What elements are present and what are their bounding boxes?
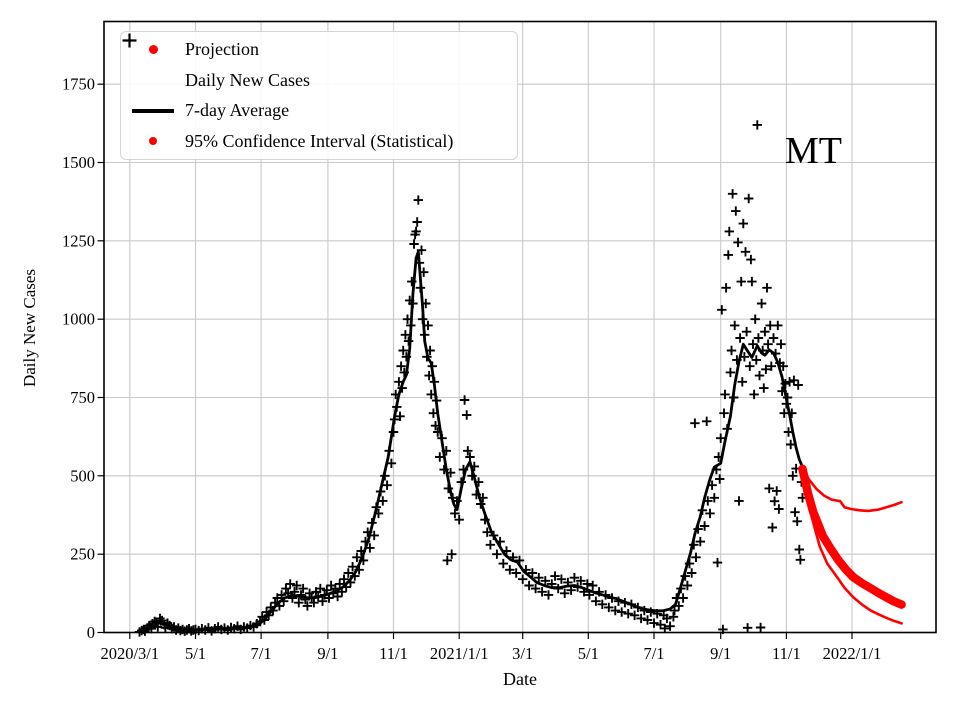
legend-label: 95% Confidence Interval (Statistical) xyxy=(185,130,454,151)
x-tick-label: 5/1 xyxy=(578,644,599,663)
series-95-ci-upper xyxy=(801,466,903,513)
legend-item-daily-new-cases: Daily New Cases xyxy=(121,33,517,95)
series-daily-new-cases xyxy=(134,120,808,637)
series-95-ci-lower xyxy=(801,468,903,625)
x-tick-label: 2021/1/1 xyxy=(430,644,489,663)
series-7-day-average xyxy=(141,250,804,633)
x-tick-label: 11/1 xyxy=(379,644,408,663)
series-projection xyxy=(798,464,906,609)
y-tick-label: 1500 xyxy=(62,153,95,172)
x-axis-title: Date xyxy=(503,669,537,689)
y-tick-label: 250 xyxy=(70,545,95,564)
x-tick-label: 5/1 xyxy=(185,644,206,663)
x-tick-label: 7/1 xyxy=(251,644,272,663)
x-tick-label: 7/1 xyxy=(643,644,664,663)
y-tick-label: 1750 xyxy=(62,75,95,94)
x-tick-label: 9/1 xyxy=(710,644,731,663)
x-tick-label: 9/1 xyxy=(317,644,338,663)
y-tick-label: 500 xyxy=(70,466,95,485)
x-tick-label: 3/1 xyxy=(512,644,533,663)
state-label: MT xyxy=(785,130,842,172)
x-tick-label: 11/1 xyxy=(772,644,801,663)
y-tick-label: 1250 xyxy=(62,231,95,250)
legend-item-projection: Projection xyxy=(121,35,517,65)
confidence-interval-marker-icon xyxy=(149,137,157,146)
y-tick-label: 1000 xyxy=(62,310,95,329)
plot-frame xyxy=(103,20,937,634)
projection-marker-icon xyxy=(148,45,158,55)
legend-item-7day-average: 7-day Average xyxy=(121,96,517,126)
legend-item-confidence-interval: 95% Confidence Interval (Statistical) xyxy=(121,126,517,156)
legend-label: Projection xyxy=(185,39,259,60)
legend-label: Daily New Cases xyxy=(185,69,310,90)
y-tick-label: 0 xyxy=(87,623,95,642)
y-axis-title: Daily New Cases xyxy=(20,268,39,388)
x-tick-label: 2022/1/1 xyxy=(823,644,882,663)
legend: Projection Daily New Cases 7-day Average… xyxy=(120,31,518,160)
y-tick-label: 750 xyxy=(70,388,95,407)
legend-label: 7-day Average xyxy=(185,100,290,121)
average-line-marker-icon xyxy=(132,109,174,113)
plus-marker-icon xyxy=(122,33,137,48)
x-tick-label: 2020/3/1 xyxy=(100,644,159,663)
